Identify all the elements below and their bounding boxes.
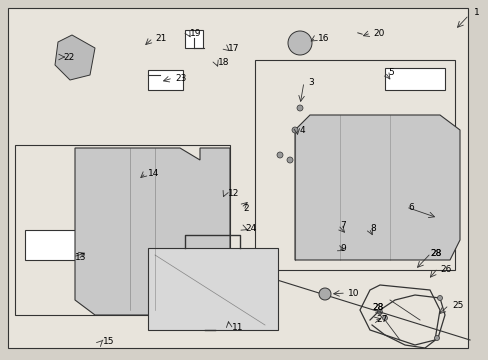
Circle shape	[296, 105, 303, 111]
Bar	[15, 145, 229, 315]
Polygon shape	[148, 248, 278, 330]
Circle shape	[286, 157, 292, 163]
Circle shape	[287, 31, 311, 55]
Text: 28: 28	[371, 303, 383, 312]
Polygon shape	[294, 115, 459, 260]
Text: 11: 11	[231, 324, 243, 333]
Text: 26: 26	[439, 266, 450, 274]
Text: 6: 6	[407, 202, 413, 212]
Circle shape	[382, 315, 386, 320]
Circle shape	[437, 296, 442, 301]
Circle shape	[318, 288, 330, 300]
Text: 12: 12	[227, 189, 239, 198]
Text: 13: 13	[75, 252, 86, 261]
Text: 23: 23	[175, 73, 186, 82]
Text: 25: 25	[451, 301, 463, 310]
Text: 28: 28	[371, 303, 383, 312]
Circle shape	[377, 310, 382, 315]
Text: 8: 8	[369, 224, 375, 233]
Text: 3: 3	[307, 77, 313, 86]
Text: 7: 7	[339, 220, 345, 230]
Text: 14: 14	[148, 168, 159, 177]
Text: 9: 9	[339, 243, 345, 252]
Text: 4: 4	[299, 126, 305, 135]
Text: 28: 28	[429, 248, 441, 257]
Bar	[25, 230, 120, 260]
Text: 21: 21	[155, 33, 166, 42]
Text: 10: 10	[347, 288, 359, 297]
Text: 28: 28	[429, 248, 441, 257]
Text: 1: 1	[473, 8, 479, 17]
Text: 16: 16	[317, 33, 329, 42]
Text: 27: 27	[375, 315, 386, 324]
Text: 18: 18	[218, 58, 229, 67]
Text: 5: 5	[387, 68, 393, 77]
Bar	[254, 60, 454, 270]
Text: 15: 15	[103, 338, 114, 346]
Bar	[148, 70, 183, 90]
Text: 24: 24	[244, 224, 256, 233]
Text: 17: 17	[227, 44, 239, 53]
Text: 22: 22	[63, 53, 74, 62]
Circle shape	[276, 152, 283, 158]
Bar	[384, 68, 444, 90]
Circle shape	[434, 336, 439, 341]
Bar	[184, 30, 203, 48]
Polygon shape	[75, 148, 229, 315]
Polygon shape	[55, 35, 95, 80]
Text: 19: 19	[190, 28, 201, 37]
Circle shape	[291, 127, 297, 133]
Text: 20: 20	[372, 28, 384, 37]
Text: 2: 2	[243, 203, 248, 212]
